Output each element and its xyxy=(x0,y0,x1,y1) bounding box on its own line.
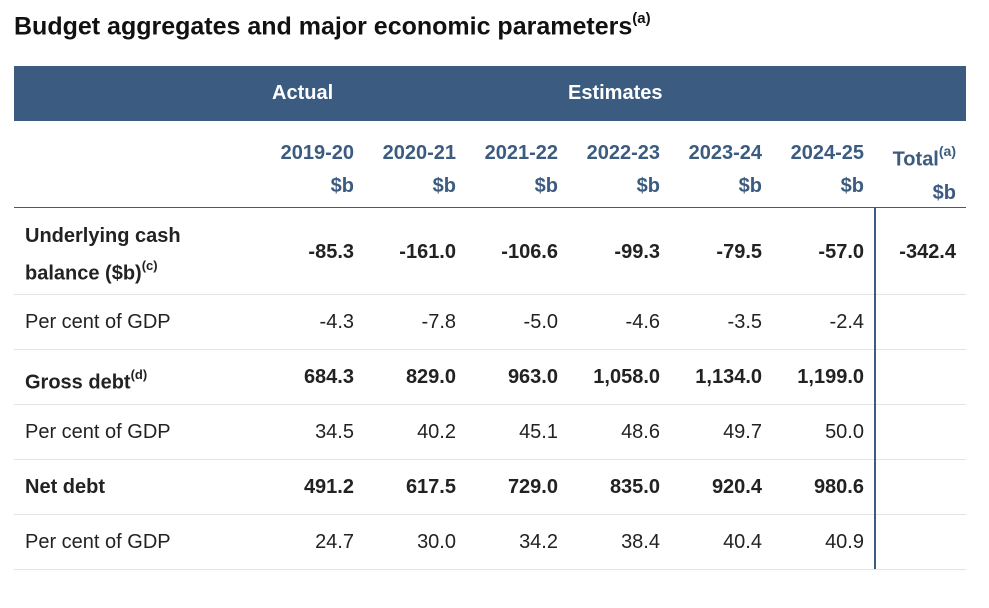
table-cell: -106.6 xyxy=(501,241,558,263)
column-total-footnote: (a) xyxy=(938,143,956,159)
table-cell: 1,058.0 xyxy=(593,366,660,388)
budget-table: Actual Estimates 2019-20 $b 2020-21 $b 2… xyxy=(14,66,966,570)
table-cell: 829.0 xyxy=(405,366,456,388)
column-year: 2024-25 xyxy=(790,142,864,164)
table-cell: -2.4 xyxy=(829,311,864,333)
table-row-per-cent-of-gdp: Per cent of GDP 24.7 30.0 34.2 38.4 40.4… xyxy=(14,515,966,570)
table-cell: 38.4 xyxy=(621,531,660,553)
table-row-per-cent-of-gdp: Per cent of GDP 34.5 40.2 45.1 48.6 49.7… xyxy=(14,405,966,460)
table-cell: 1,134.0 xyxy=(695,366,762,388)
table-row-net-debt: Net debt 491.2 617.5 729.0 835.0 920.4 9… xyxy=(14,460,966,515)
header-actual: Actual xyxy=(272,82,334,104)
row-label-line2-text: balance ($b) xyxy=(25,262,142,285)
column-total-label: Total xyxy=(892,148,939,171)
table-cell: 617.5 xyxy=(405,476,456,498)
column-year: Total(a) xyxy=(866,137,956,177)
table-cell: -3.5 xyxy=(727,311,762,333)
table-cell: -7.8 xyxy=(421,311,456,333)
table-cell: -4.6 xyxy=(625,311,660,333)
column-unit: $b xyxy=(738,175,762,197)
table-cell: -161.0 xyxy=(399,241,456,263)
table-cell: 30.0 xyxy=(417,531,456,553)
table-cell: 40.2 xyxy=(417,421,456,443)
column-header-2021-22: 2021-22 $b xyxy=(468,137,558,203)
header-band: Actual Estimates xyxy=(14,66,966,121)
page-title: Budget aggregates and major economic par… xyxy=(14,10,651,41)
table-cell: 48.6 xyxy=(621,421,660,443)
table-cell: -85.3 xyxy=(308,241,354,263)
table-cell: 1,199.0 xyxy=(797,366,864,388)
table-cell: 729.0 xyxy=(507,476,558,498)
table-cell: 34.2 xyxy=(519,531,558,553)
column-unit: $b xyxy=(330,175,354,197)
column-header-2023-24: 2023-24 $b xyxy=(672,137,762,203)
table-cell: -79.5 xyxy=(716,241,762,263)
table-cell: 34.5 xyxy=(315,421,354,443)
column-unit: $b xyxy=(534,175,558,197)
table-cell: 50.0 xyxy=(825,421,864,443)
title-text: Budget aggregates and major economic par… xyxy=(14,12,633,41)
row-label: Net debt xyxy=(25,476,105,498)
row-label: Underlying cash balance ($b)(c) xyxy=(25,220,181,290)
table-cell: -57.0 xyxy=(818,241,864,263)
row-label-line1: Underlying cash xyxy=(25,225,181,247)
table-cell: 49.7 xyxy=(723,421,762,443)
table-cell: 491.2 xyxy=(303,476,354,498)
row-label-line2: balance ($b)(c) xyxy=(25,252,181,290)
table-cell: 963.0 xyxy=(507,366,558,388)
table-row-gross-debt: Gross debt(d) 684.3 829.0 963.0 1,058.0 … xyxy=(14,350,966,405)
column-unit: $b xyxy=(932,181,956,204)
table-cell: 980.6 xyxy=(813,476,864,498)
column-year: 2021-22 xyxy=(484,142,558,164)
table-cell: -5.0 xyxy=(523,311,558,333)
column-header-total: Total(a) $b xyxy=(866,137,956,210)
column-header-2019-20: 2019-20 $b xyxy=(264,137,354,203)
column-year: 2023-24 xyxy=(688,142,762,164)
column-header-2020-21: 2020-21 $b xyxy=(366,137,456,203)
column-header-row: 2019-20 $b 2020-21 $b 2021-22 $b 2022-23… xyxy=(14,121,966,208)
column-header-2022-23: 2022-23 $b xyxy=(570,137,660,203)
table-row-underlying-cash-balance: Underlying cash balance ($b)(c) -85.3 -1… xyxy=(14,208,966,295)
table-row-per-cent-of-gdp: Per cent of GDP -4.3 -7.8 -5.0 -4.6 -3.5… xyxy=(14,295,966,350)
row-label: Per cent of GDP xyxy=(25,531,171,553)
table-cell: 684.3 xyxy=(303,366,354,388)
table-cell: 835.0 xyxy=(609,476,660,498)
column-header-2024-25: 2024-25 $b xyxy=(774,137,864,203)
table-cell: 45.1 xyxy=(519,421,558,443)
table-cell: 24.7 xyxy=(315,531,354,553)
row-label: Per cent of GDP xyxy=(25,311,171,333)
column-year: 2022-23 xyxy=(586,142,660,164)
row-footnote: (c) xyxy=(141,258,158,273)
column-year: 2019-20 xyxy=(280,142,354,164)
table-cell: 40.9 xyxy=(825,531,864,553)
table-cell: 40.4 xyxy=(723,531,762,553)
column-unit: $b xyxy=(840,175,864,197)
table-cell: -99.3 xyxy=(614,241,660,263)
row-label: Per cent of GDP xyxy=(25,421,171,443)
total-column-divider xyxy=(874,207,876,569)
column-year: 2020-21 xyxy=(382,142,456,164)
header-estimates: Estimates xyxy=(568,82,663,104)
row-label: Gross debt(d) xyxy=(25,361,147,399)
table-cell: 920.4 xyxy=(711,476,762,498)
table-cell: -4.3 xyxy=(319,311,354,333)
row-footnote: (d) xyxy=(130,367,148,382)
row-label-text: Gross debt xyxy=(25,371,131,394)
column-unit: $b xyxy=(432,175,456,197)
table-cell-total: -342.4 xyxy=(899,241,956,263)
title-footnote: (a) xyxy=(632,10,651,27)
column-unit: $b xyxy=(636,175,660,197)
